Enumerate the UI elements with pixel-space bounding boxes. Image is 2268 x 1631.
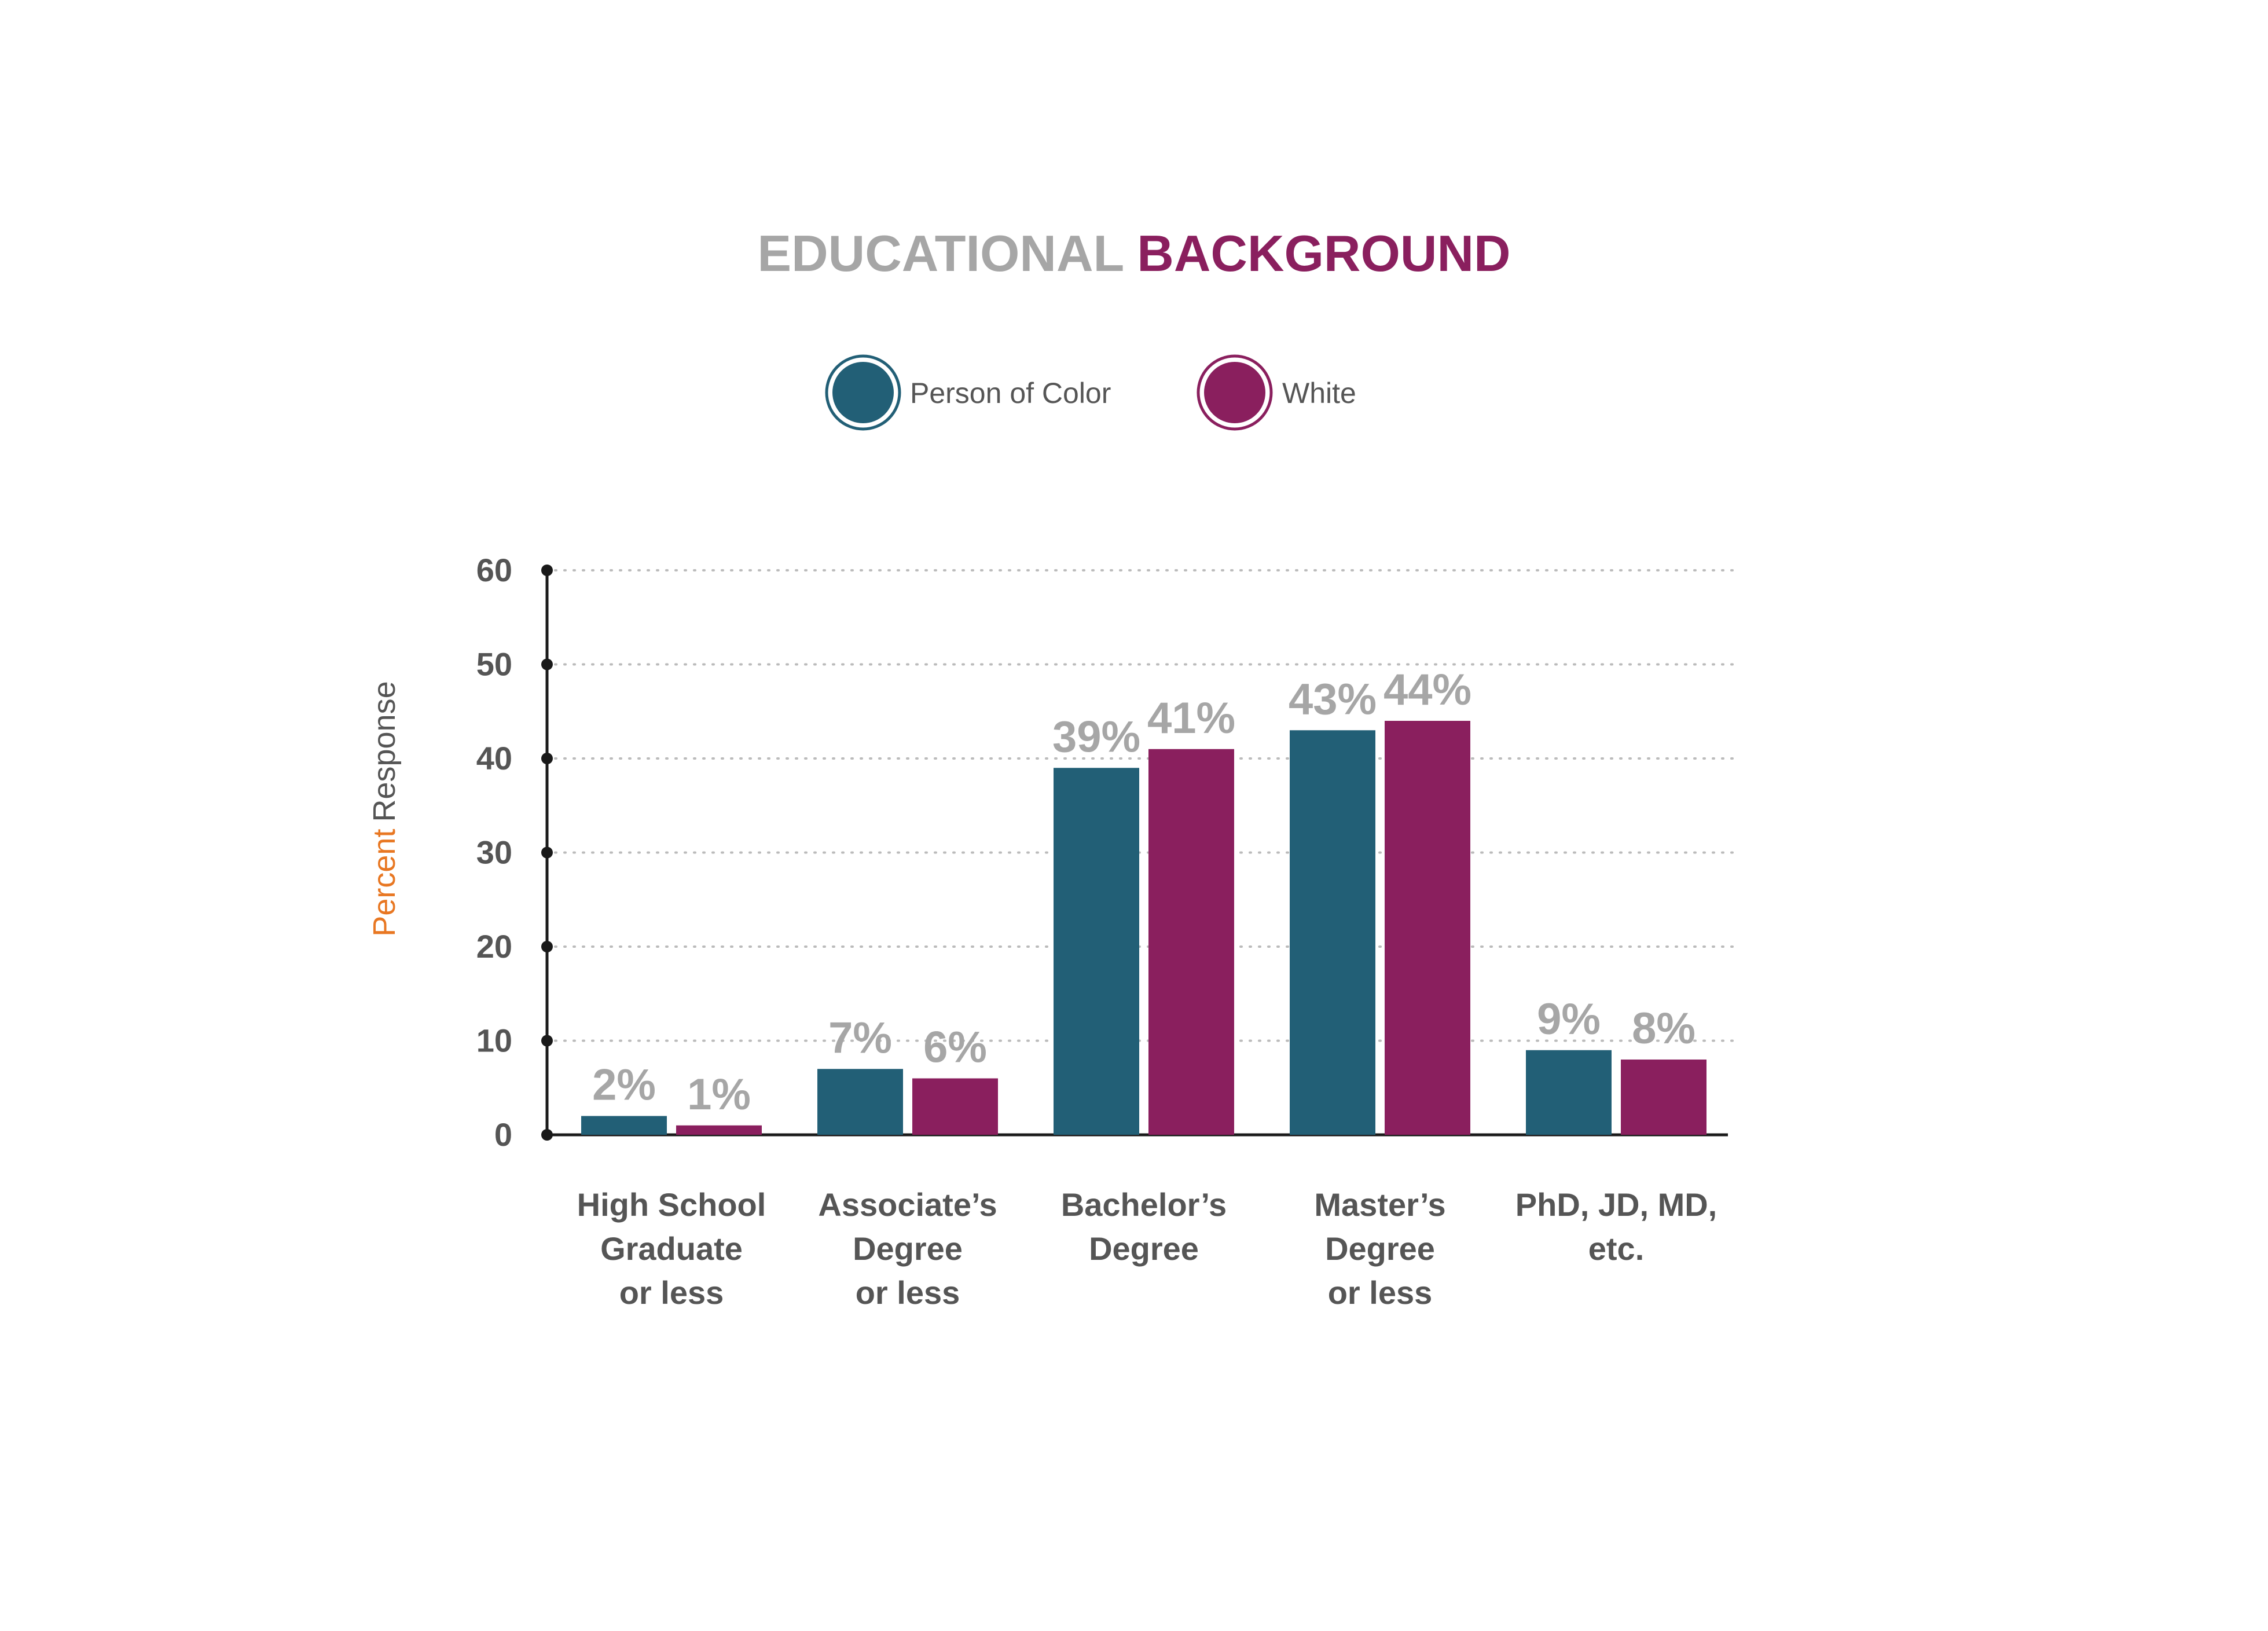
data-label-series1: 2% [592, 1061, 656, 1110]
x-tick-label-line: Degree [1089, 1230, 1199, 1267]
x-tick-label-line: or less [856, 1274, 960, 1311]
legend-item-series1: Person of Color [825, 354, 1111, 431]
y-axis-label: Percent Response [367, 681, 402, 936]
bar-series1 [1290, 730, 1375, 1135]
bar-series2 [1385, 721, 1470, 1135]
data-label-series1: 7% [828, 1013, 892, 1062]
y-tick-label: 10 [476, 1022, 512, 1059]
data-label-series1: 39% [1052, 712, 1140, 761]
legend-item-series2: White [1197, 354, 1356, 431]
y-tick-label: 40 [476, 740, 512, 776]
legend-swatch-series1-ring [825, 354, 901, 431]
y-tick-label: 30 [476, 834, 512, 871]
y-tick-label: 50 [476, 646, 512, 683]
x-tick-label-line: or less [1328, 1274, 1433, 1311]
x-tick-label-line: Master’s [1314, 1186, 1445, 1223]
x-tick-label: PhD, JD, MD, etc. [1515, 1186, 1717, 1267]
y-axis-label-part2: Response [367, 681, 402, 822]
legend-swatch-series1 [832, 362, 894, 423]
y-tick-label: 20 [476, 928, 512, 965]
chart-title: EDUCATIONAL BACKGROUND [757, 225, 1510, 282]
bar-series1 [1054, 768, 1139, 1135]
legend-swatch-series2-ring [1197, 354, 1273, 431]
x-tick-label: Associate’s Degree or less [818, 1186, 997, 1311]
x-tick-label-line: Degree [1325, 1230, 1435, 1267]
x-tick-label-line: Associate’s [818, 1186, 997, 1223]
bar-series1 [817, 1069, 903, 1135]
bar-series2 [1148, 749, 1234, 1135]
title-part1: EDUCATIONAL [757, 225, 1124, 282]
bar-series2 [676, 1125, 762, 1135]
data-label-series1: 9% [1537, 995, 1601, 1044]
x-tick-label: Master’s Degree or less [1314, 1186, 1445, 1311]
legend-label-series1: Person of Color [910, 377, 1111, 409]
x-tick-label-line: High School [577, 1186, 766, 1223]
data-label-series2: 6% [923, 1023, 987, 1072]
data-label-series1: 43% [1289, 675, 1377, 724]
x-tick-label: High School Graduate or less [577, 1186, 766, 1311]
title-part2: BACKGROUND [1137, 225, 1510, 282]
x-tick-label-line: PhD, JD, MD, [1515, 1186, 1717, 1223]
y-tick-label: 0 [494, 1116, 512, 1153]
x-tick-label-line: etc. [1588, 1230, 1645, 1267]
data-label-series2: 1% [687, 1070, 751, 1119]
x-tick-label-line: or less [619, 1274, 724, 1311]
legend-swatch-series2 [1204, 362, 1265, 423]
x-tick-label-line: Degree [853, 1230, 963, 1267]
plot-area: 0 10 20 30 40 50 60 2% 7% 39% 43% 9% 1% 6% 41% 44% 8% Hig… [476, 552, 1738, 1311]
data-label-series2: 41% [1147, 694, 1235, 743]
x-tick-label: Bachelor’s Degree [1061, 1186, 1227, 1267]
data-label-series2: 44% [1383, 665, 1471, 714]
bar-series2 [912, 1078, 998, 1135]
data-label-series2: 8% [1632, 1004, 1696, 1053]
y-axis-label-part1: Percent [367, 829, 402, 937]
y-tick-label: 60 [476, 552, 512, 588]
bar-series2 [1621, 1060, 1706, 1135]
x-tick-label-line: Graduate [600, 1230, 743, 1267]
x-tick-label-line: Bachelor’s [1061, 1186, 1227, 1223]
legend: Person of Color White [825, 354, 1356, 431]
legend-label-series2: White [1282, 377, 1356, 409]
bar-series1 [1526, 1050, 1612, 1135]
bar-series1 [581, 1116, 667, 1135]
